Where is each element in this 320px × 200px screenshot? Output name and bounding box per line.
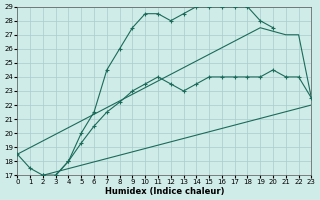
X-axis label: Humidex (Indice chaleur): Humidex (Indice chaleur) — [105, 187, 224, 196]
